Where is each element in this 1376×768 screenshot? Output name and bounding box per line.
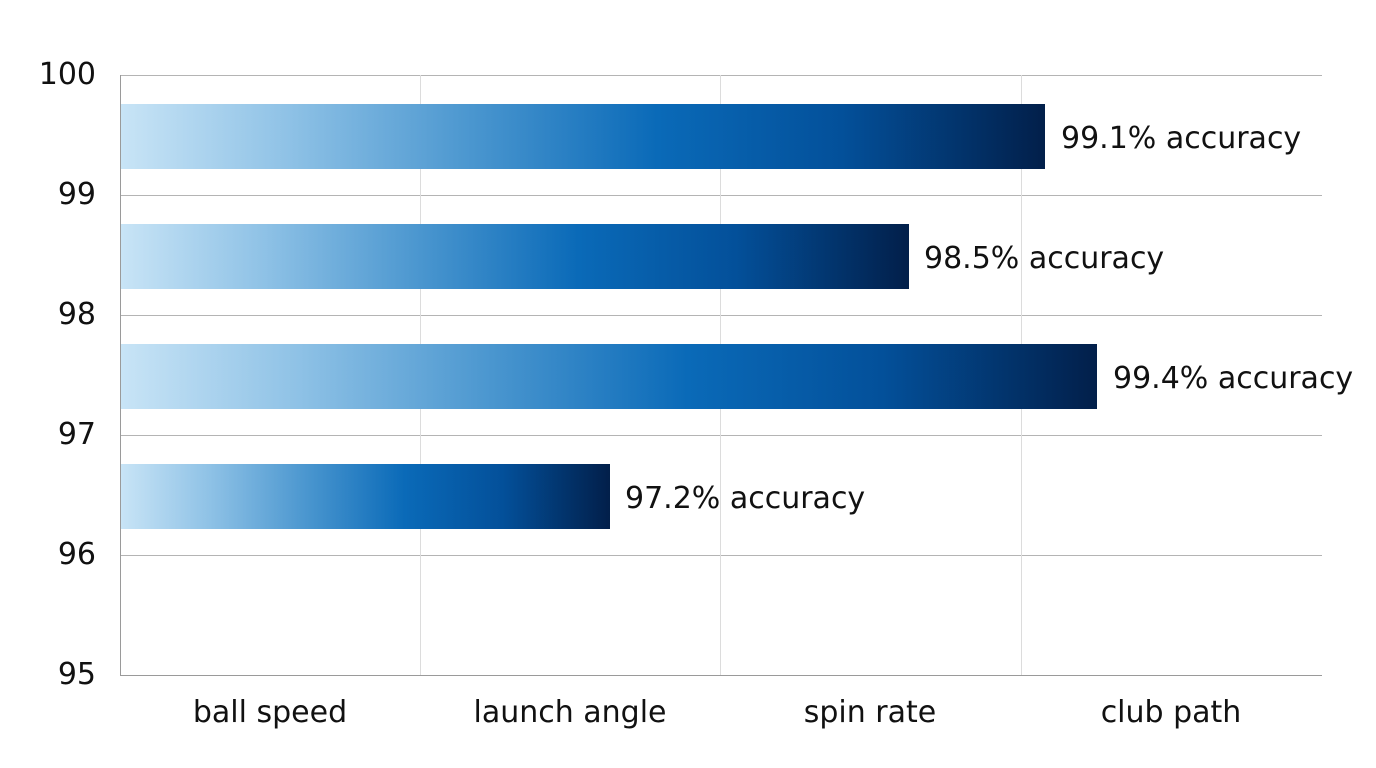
x-category-label: club path (1100, 695, 1242, 730)
gridline-h (120, 435, 1322, 436)
x-category-label: ball speed (192, 695, 348, 730)
bar-value-label: 99.1% accuracy (1061, 121, 1302, 156)
bar-value-label: 97.2% accuracy (625, 481, 866, 516)
y-tick-label: 95 (57, 657, 96, 692)
gridline-h (120, 315, 1322, 316)
x-axis-line (120, 675, 1322, 676)
bar-value-label: 99.4% accuracy (1113, 361, 1354, 396)
y-axis-line (120, 75, 121, 675)
bar-2 (121, 224, 909, 289)
gridline-h (120, 75, 1322, 76)
y-tick-label: 97 (57, 417, 96, 452)
y-tick-label: 96 (57, 537, 96, 572)
gridline-h (120, 555, 1322, 556)
bar-1 (121, 104, 1045, 169)
x-category-label: spin rate (803, 695, 937, 730)
y-tick-label: 98 (57, 297, 96, 332)
bar-3 (121, 344, 1097, 409)
bar-4 (121, 464, 610, 529)
bar-value-label: 98.5% accuracy (924, 241, 1165, 276)
y-tick-label: 99 (57, 177, 96, 212)
y-tick-label: 100 (38, 57, 96, 92)
gridline-h (120, 195, 1322, 196)
x-category-label: launch angle (473, 695, 667, 730)
